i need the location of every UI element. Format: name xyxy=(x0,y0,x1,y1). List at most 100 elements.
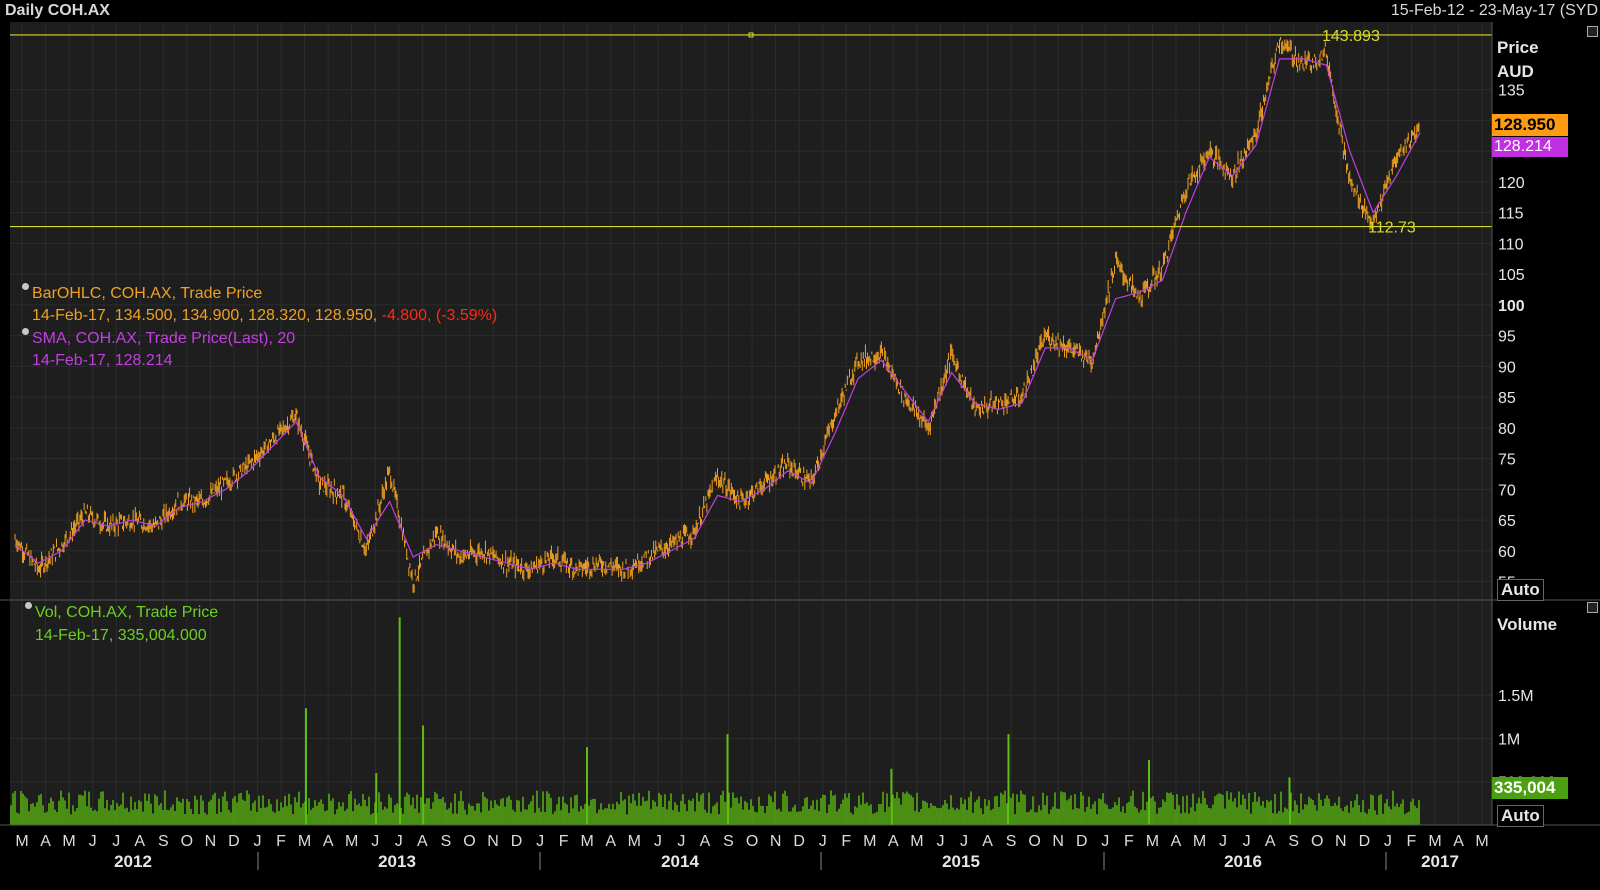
price-tick-label: 85 xyxy=(1498,390,1516,407)
month-label: J xyxy=(89,833,97,850)
month-label: J xyxy=(1384,833,1392,850)
horizontal-lines: 143.893 112.73 xyxy=(10,28,1492,237)
month-label: D xyxy=(1359,833,1371,850)
month-label: A xyxy=(888,833,899,850)
year-label: 2014 xyxy=(661,852,699,871)
month-label: F xyxy=(841,833,851,850)
last-price-tag: 128.950 xyxy=(1492,114,1568,136)
month-label: M xyxy=(15,833,28,850)
month-label: M xyxy=(298,833,311,850)
month-label: M xyxy=(1475,833,1488,850)
month-label: A xyxy=(134,833,145,850)
price-tick-label: 65 xyxy=(1498,513,1516,530)
month-label: A xyxy=(605,833,616,850)
year-label: 2016 xyxy=(1224,852,1262,871)
price-axis-currency: AUD xyxy=(1497,62,1534,81)
month-label: D xyxy=(793,833,805,850)
year-label: 2017 xyxy=(1421,852,1459,871)
volume-legend-label: Vol, COH.AX, Trade Price xyxy=(35,604,219,621)
ohlc-change: -4.800, (-3.59%) xyxy=(381,307,498,324)
month-label: M xyxy=(1428,833,1441,850)
month-label: J xyxy=(1219,833,1227,850)
month-label: J xyxy=(254,833,262,850)
volume-last-tag: 335,004 xyxy=(1492,777,1568,799)
month-label: O xyxy=(1311,833,1323,850)
month-label: M xyxy=(628,833,641,850)
month-label: S xyxy=(1288,833,1299,850)
month-label: M xyxy=(62,833,75,850)
month-label: J xyxy=(819,833,827,850)
month-label: N xyxy=(770,833,782,850)
ohlc-legend[interactable]: BarOHLC, COH.AX, Trade Price xyxy=(22,283,263,303)
legend-dot-icon[interactable] xyxy=(22,328,29,335)
legend-dot-icon[interactable] xyxy=(22,283,29,290)
month-label: A xyxy=(982,833,993,850)
month-label: F xyxy=(1407,833,1417,850)
ohlc-legend-values: 14-Feb-17, 134.500, 134.900, 128.320, 12… xyxy=(32,307,497,325)
month-label: S xyxy=(1006,833,1017,850)
month-label: J xyxy=(112,833,120,850)
price-axis-title: Price xyxy=(1497,38,1539,57)
month-label: J xyxy=(654,833,662,850)
month-label: A xyxy=(1265,833,1276,850)
chart-title: Daily COH.AX xyxy=(5,2,110,19)
sma-line xyxy=(14,58,1421,570)
hline-handle xyxy=(748,32,754,38)
title-bar: Daily COH.AX 15-Feb-12 - 23-May-17 (SYD xyxy=(0,0,1600,22)
month-label: A xyxy=(1171,833,1182,850)
price-tick-label: 90 xyxy=(1498,359,1516,376)
volume-axis-title: Volume xyxy=(1497,615,1558,634)
price-tick-label: 100 xyxy=(1498,298,1525,315)
volume-tick-label: 1M xyxy=(1498,731,1520,748)
sma-legend[interactable]: SMA, COH.AX, Trade Price(Last), 20 xyxy=(22,328,296,348)
month-label: D xyxy=(228,833,240,850)
month-label: S xyxy=(723,833,734,850)
month-label: M xyxy=(345,833,358,850)
month-label: J xyxy=(536,833,544,850)
month-label: F xyxy=(1124,833,1134,850)
price-auto-button[interactable]: Auto xyxy=(1497,579,1544,601)
price-tick-label: 75 xyxy=(1498,452,1516,469)
month-label: N xyxy=(1052,833,1064,850)
month-label: J xyxy=(677,833,685,850)
legend-dot-icon[interactable] xyxy=(25,602,32,609)
price-tick-label: 70 xyxy=(1498,482,1516,499)
price-tick-label: 110 xyxy=(1498,236,1524,253)
month-label: A xyxy=(323,833,334,850)
ohlc-legend-label: BarOHLC, COH.AX, Trade Price xyxy=(32,285,263,302)
month-label: N xyxy=(205,833,217,850)
volume-series xyxy=(10,617,1420,825)
month-label: D xyxy=(1076,833,1088,850)
volume-auto-button[interactable]: Auto xyxy=(1497,805,1544,827)
month-label: D xyxy=(511,833,523,850)
month-label: A xyxy=(417,833,428,850)
sma-legend-label: SMA, COH.AX, Trade Price(Last), 20 xyxy=(32,330,296,347)
year-label: 2015 xyxy=(942,852,980,871)
volume-panel-menu-icon[interactable] xyxy=(1587,602,1598,613)
hline-label: 143.893 xyxy=(1322,28,1380,45)
month-label: J xyxy=(960,833,968,850)
month-label: M xyxy=(1193,833,1206,850)
month-label: A xyxy=(40,833,51,850)
month-label: J xyxy=(395,833,403,850)
month-label: N xyxy=(1335,833,1347,850)
panel-menu-icon[interactable] xyxy=(1587,26,1598,37)
grid-lines xyxy=(10,22,1492,825)
month-label: M xyxy=(581,833,594,850)
month-label: A xyxy=(700,833,711,850)
ohlc-values: 14-Feb-17, 134.500, 134.900, 128.320, 12… xyxy=(32,307,378,324)
month-label: F xyxy=(276,833,286,850)
month-label: M xyxy=(1146,833,1159,850)
volume-legend[interactable]: Vol, COH.AX, Trade Price xyxy=(25,602,219,622)
volume-legend-value: 14-Feb-17, 335,004.000 xyxy=(35,627,207,644)
month-label: O xyxy=(181,833,193,850)
date-range: 15-Feb-12 - 23-May-17 (SYD xyxy=(1390,2,1598,19)
month-label: O xyxy=(1028,833,1040,850)
month-label: M xyxy=(863,833,876,850)
volume-tick-label: 1.5M xyxy=(1498,688,1534,705)
year-label: 2012 xyxy=(114,852,152,871)
month-label: J xyxy=(936,833,944,850)
month-label: N xyxy=(487,833,499,850)
month-label: J xyxy=(1243,833,1251,850)
